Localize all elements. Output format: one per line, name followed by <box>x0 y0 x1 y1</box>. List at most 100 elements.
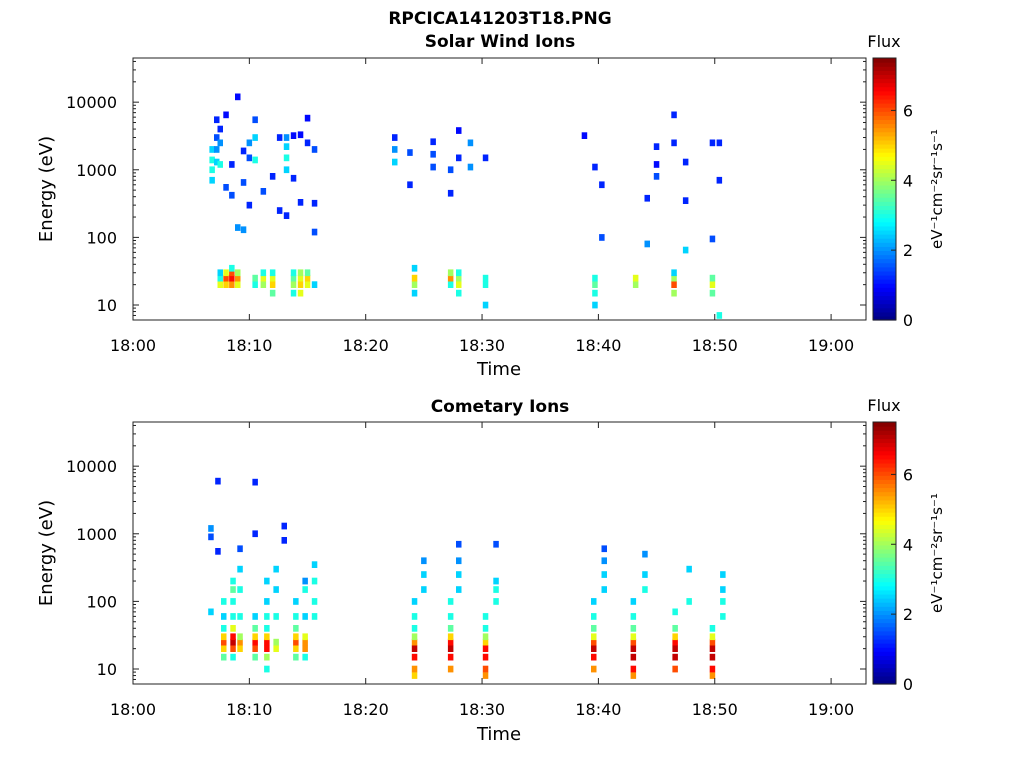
heatmap-cell <box>290 281 297 288</box>
heatmap-cell <box>223 281 229 288</box>
heatmap-cell <box>653 173 660 180</box>
colorbar-swatch <box>873 139 896 145</box>
colorbar-swatch <box>873 143 896 149</box>
heatmap-cell <box>283 154 290 162</box>
colorbar-swatch <box>873 66 896 71</box>
heatmap-cell <box>716 312 723 319</box>
heatmap-cell <box>630 613 637 620</box>
colorbar-swatch <box>873 74 896 80</box>
heatmap-cell <box>709 665 716 673</box>
heatmap-cell <box>297 269 304 277</box>
heatmap-cell <box>672 625 678 632</box>
heatmap-cell <box>311 577 318 585</box>
heatmap-cell <box>411 665 418 673</box>
heatmap-cell <box>601 571 607 578</box>
heatmap-cell <box>229 161 235 168</box>
colorbar-swatch <box>873 630 896 636</box>
heatmap-cell <box>430 163 436 171</box>
colorbar-swatch <box>873 213 896 219</box>
heatmap-cell <box>252 274 258 282</box>
heatmap-cell <box>686 598 692 605</box>
colorbar-swatch <box>873 516 896 521</box>
colorbar-swatch <box>873 295 896 301</box>
x-tick-label: 18:40 <box>575 700 621 719</box>
heatmap-cell <box>217 274 223 282</box>
heatmap-cell <box>302 613 308 620</box>
heatmap-cell <box>214 116 220 124</box>
heatmap-cell <box>230 586 236 593</box>
heatmap-cell <box>632 281 639 288</box>
heatmap-cell <box>269 173 276 180</box>
heatmap-cell <box>229 191 235 199</box>
colorbar-swatch <box>873 548 896 554</box>
panel-title-cometary: Cometary Ions <box>431 397 570 417</box>
heatmap-cell <box>223 184 229 191</box>
colorbar-swatch <box>873 209 896 215</box>
heatmap-cell <box>686 565 692 573</box>
heatmap-cell <box>644 194 650 202</box>
heatmap-cell <box>592 289 598 297</box>
heatmap-cell <box>482 638 489 646</box>
colorbar-swatch <box>873 90 896 96</box>
colorbar-swatch <box>873 626 896 632</box>
heatmap-cell <box>297 281 304 288</box>
heatmap-cell <box>720 598 726 605</box>
heatmap-cell <box>252 633 258 641</box>
colorbar-swatch <box>873 238 896 243</box>
heatmap-cell <box>642 550 648 558</box>
heatmap-cell <box>302 645 308 652</box>
heatmap-cell <box>304 274 311 282</box>
heatmap-cell <box>591 598 597 605</box>
heatmap-cell <box>482 625 489 632</box>
colorbar-swatch <box>873 234 896 239</box>
heatmap-cell <box>264 598 270 605</box>
heatmap-cell <box>447 269 454 277</box>
colorbar-swatch <box>873 520 896 525</box>
x-tick-label: 18:20 <box>343 336 389 355</box>
x-tick-label: 18:30 <box>459 336 505 355</box>
heatmap-cell <box>302 638 308 646</box>
colorbar-swatch <box>873 58 896 63</box>
plot-frame-cometary <box>132 421 867 685</box>
heatmap-cell <box>682 246 689 254</box>
heatmap-cell <box>671 274 677 282</box>
heatmap-cell <box>237 613 243 620</box>
heatmap-cell <box>421 586 427 593</box>
heatmap-cell <box>456 269 462 277</box>
colorbar-swatch <box>873 450 896 456</box>
heatmap-cell <box>482 154 489 162</box>
heatmap-cell <box>411 638 418 646</box>
colorbar-swatch <box>873 315 896 321</box>
colorbar-tick-label: 0 <box>903 311 913 330</box>
heatmap-cell <box>229 269 235 277</box>
heatmap-cell <box>447 638 454 646</box>
heatmap-cell <box>421 571 427 578</box>
colorbar-swatch <box>873 573 896 579</box>
heatmap-cell <box>290 289 297 297</box>
colorbar-swatch <box>873 123 896 129</box>
heatmap-cell <box>273 613 279 620</box>
heatmap-cell <box>264 653 270 661</box>
heatmap-cell <box>716 139 723 147</box>
heatmap-cell <box>591 665 597 673</box>
x-axis-label-cometary: Time <box>476 724 521 745</box>
y-tick-label: 100 <box>86 228 117 247</box>
heatmap-cell <box>447 613 454 620</box>
colorbar-swatch <box>873 577 896 583</box>
colorbar-swatch <box>873 422 896 427</box>
heatmap-cell <box>293 613 299 620</box>
heatmap-cell <box>297 274 304 282</box>
heatmap-cell <box>411 289 418 297</box>
colorbar-swatch <box>873 655 896 661</box>
heatmap-cell <box>592 163 598 171</box>
colorbar-swatch <box>873 164 896 170</box>
colorbar-swatch <box>873 438 896 444</box>
heatmap-cell <box>447 633 454 641</box>
heatmap-cell <box>304 139 311 147</box>
heatmap-cell <box>290 269 297 277</box>
colorbar-swatch <box>873 217 896 223</box>
heatmap-cell <box>709 633 716 641</box>
y-tick-label: 10 <box>97 660 117 679</box>
heatmap-cell <box>592 301 598 309</box>
heatmap-cell <box>252 281 258 288</box>
